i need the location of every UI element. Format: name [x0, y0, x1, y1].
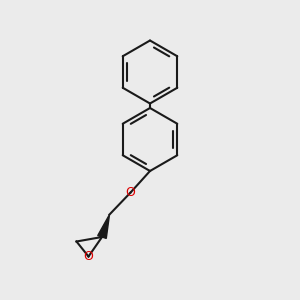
Polygon shape: [98, 214, 109, 239]
Text: O: O: [126, 186, 135, 199]
Text: O: O: [84, 250, 93, 263]
